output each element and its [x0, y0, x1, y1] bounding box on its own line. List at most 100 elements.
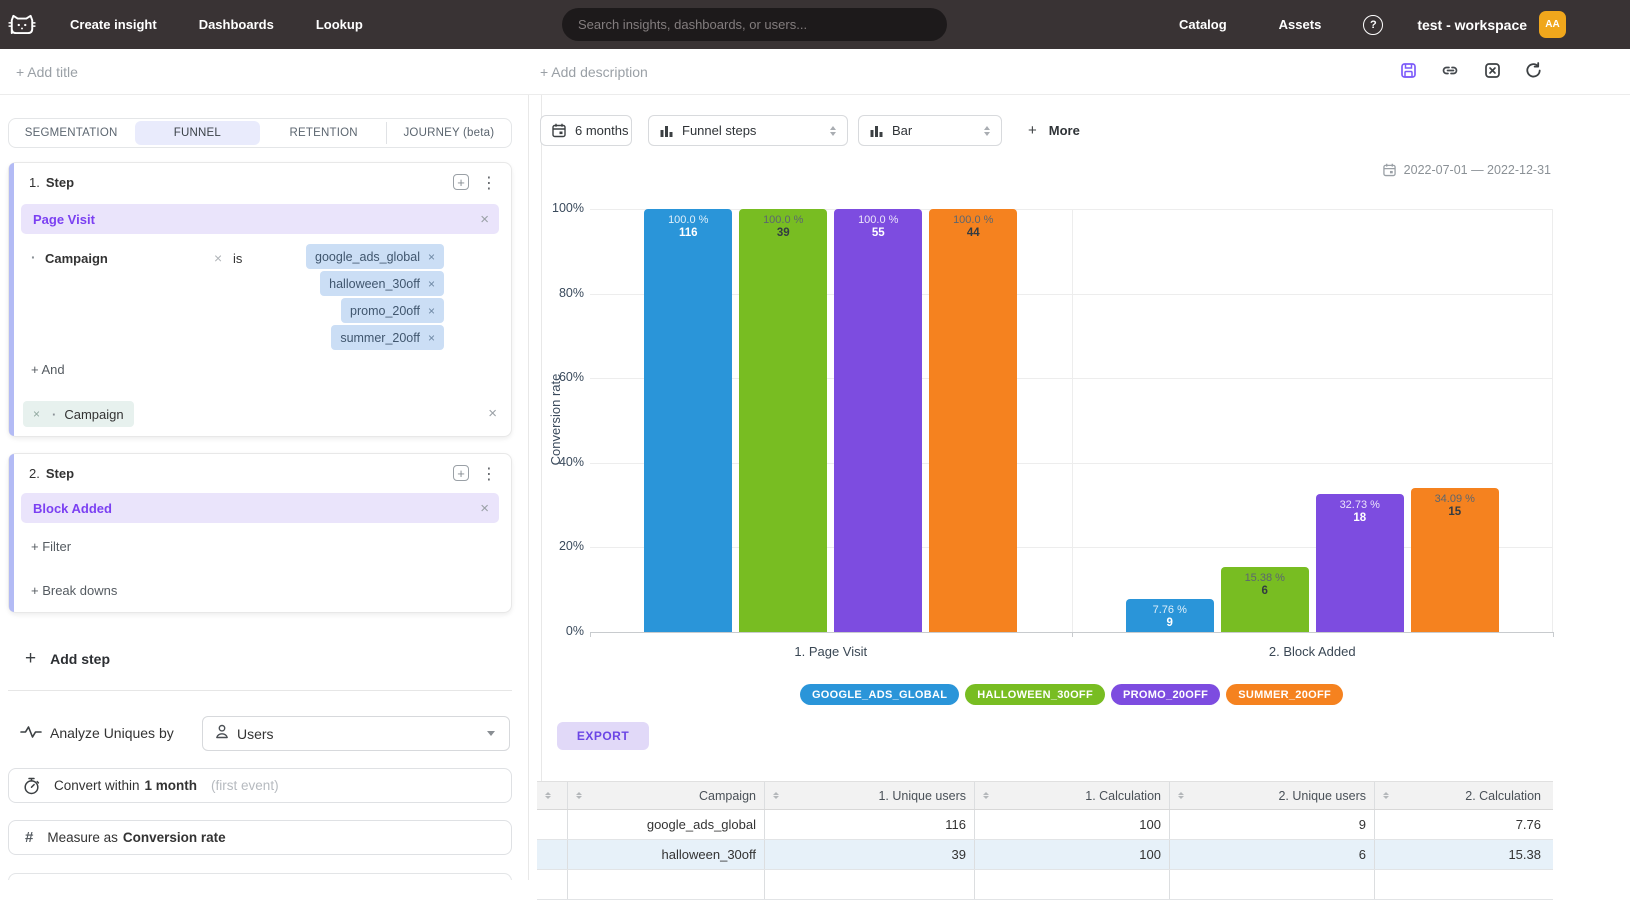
save-icon[interactable]	[1400, 62, 1417, 79]
date-range-text: 2022-07-01 — 2022-12-31	[1403, 163, 1551, 177]
add-and-condition-link[interactable]: + And	[31, 362, 65, 377]
topbar-right: Catalog Assets ? test - workspace AA	[1179, 0, 1567, 49]
additional-setting-box[interactable]	[8, 873, 512, 880]
step-1-event-row: Page Visit ×	[21, 204, 499, 234]
remove-tag-icon[interactable]: ×	[427, 330, 435, 345]
filter-value-tag-summer-20off[interactable]: summer_20off ×	[331, 325, 444, 350]
table-header-campaign[interactable]: Campaign	[568, 782, 765, 809]
workspace-name[interactable]: test - workspace	[1417, 16, 1528, 33]
clear-icon[interactable]	[1484, 62, 1501, 79]
calendar-icon	[1382, 163, 1396, 177]
add-in-step-icon[interactable]: +	[453, 174, 469, 190]
filter-operator[interactable]: is	[233, 251, 243, 266]
copy-link-icon[interactable]	[1441, 62, 1460, 79]
tab-journey-beta[interactable]: JOURNEY (beta)	[403, 127, 495, 139]
remove-tag-icon[interactable]: ×	[427, 303, 435, 318]
tag-label: promo_20off	[350, 303, 420, 318]
export-button[interactable]: EXPORT	[557, 722, 649, 750]
date-range-button[interactable]: 6 months	[540, 115, 632, 146]
display-mode-select[interactable]: Funnel steps	[648, 115, 848, 146]
bar-percent-label: 100.0 %	[668, 214, 709, 226]
sort-icon	[1178, 792, 1184, 799]
add-in-step-icon[interactable]: +	[453, 465, 469, 481]
step-1-title: Step	[45, 175, 75, 190]
refresh-icon[interactable]	[1525, 62, 1542, 79]
remove-filter-icon[interactable]: ×	[214, 250, 223, 266]
table-header-row-select[interactable]	[537, 782, 568, 809]
bar-chart-icon	[660, 124, 673, 137]
table-header-2-unique-users[interactable]: 2. Unique users	[1170, 782, 1375, 809]
convert-within-label: Convert within	[54, 778, 140, 793]
breakdown-chip[interactable]: × · Campaign	[23, 401, 134, 427]
tab-divider	[385, 122, 387, 144]
step-2-title: Step	[45, 466, 75, 481]
search-input[interactable]	[562, 8, 947, 41]
remove-tag-icon[interactable]: ×	[427, 276, 435, 291]
help-icon[interactable]: ?	[1363, 14, 1384, 35]
table-header-row: Campaign 1. Unique users 1. Calculation 2. …	[537, 781, 1553, 810]
filter-value-tag-halloween-30off[interactable]: halloween_30off ×	[320, 271, 444, 296]
bar-promo-20off-2-block-added: 32.73 % 18	[1315, 493, 1404, 632]
step-2-menu-icon[interactable]: ⋮	[481, 466, 497, 483]
table-header-2-calculation[interactable]: 2. Calculation	[1375, 782, 1549, 809]
x-axis-tick	[1071, 632, 1073, 637]
table-cell: 39	[765, 840, 975, 869]
bar-summer-20off-2-block-added: 34.09 % 15	[1410, 487, 1499, 632]
gridline	[1071, 209, 1073, 632]
tab-retention[interactable]: RETENTION	[289, 127, 358, 139]
remove-breakdown-icon[interactable]: ×	[33, 407, 41, 421]
remove-breakdown-row-icon[interactable]: ×	[488, 405, 497, 422]
add-title-button[interactable]: + Add title	[16, 64, 78, 80]
tab-segmentation[interactable]: SEGMENTATION	[24, 127, 118, 139]
bar-count-label: 6	[1261, 584, 1268, 597]
first-event-hint: (first event)	[211, 778, 279, 793]
avatar[interactable]: AA	[1539, 11, 1567, 38]
remove-event-icon[interactable]: ×	[480, 210, 489, 228]
filter-property-name[interactable]: Campaign	[45, 251, 108, 266]
stopwatch-icon	[23, 777, 40, 795]
sort-icon	[773, 792, 779, 799]
tab-funnel[interactable]: FUNNEL	[135, 121, 260, 145]
add-step-button[interactable]: + Add step	[0, 648, 110, 670]
add-description-button[interactable]: + Add description	[540, 64, 648, 80]
sort-icon	[983, 792, 989, 799]
step-1-menu-icon[interactable]: ⋮	[481, 175, 497, 192]
plus-icon: +	[25, 648, 37, 669]
add-breakdowns-link[interactable]: + Break downs	[31, 583, 118, 598]
remove-tag-icon[interactable]: ×	[427, 249, 435, 264]
filter-value-tag-google-ads-global[interactable]: google_ads_global ×	[306, 244, 444, 269]
step-2-event-name[interactable]: Block Added	[33, 500, 112, 516]
y-tick-label: 80%	[558, 285, 584, 300]
chart-type-select[interactable]: Bar	[858, 115, 1002, 146]
calendar-icon	[552, 123, 566, 138]
sort-icon	[545, 792, 551, 799]
add-filter-link[interactable]: + Filter	[31, 539, 72, 554]
waveform-icon	[20, 724, 42, 745]
nav-item-catalog[interactable]: Catalog	[1179, 17, 1227, 32]
bar-chart-icon	[870, 124, 883, 137]
conversion-window-setting[interactable]: Convert within 1 month (first event)	[8, 768, 512, 803]
breakdown-name: Campaign	[64, 406, 124, 422]
step-1-event-name[interactable]: Page Visit	[33, 211, 95, 227]
app-logo-cat-icon[interactable]	[8, 13, 36, 37]
analyze-entity-select[interactable]: Users	[202, 716, 510, 751]
filter-value-tag-promo-20off[interactable]: promo_20off ×	[341, 298, 444, 323]
table-header-1-calculation[interactable]: 1. Calculation	[975, 782, 1170, 809]
table-cell	[1375, 870, 1549, 899]
bar-percent-label: 34.09 %	[1434, 492, 1475, 505]
table-header-1-unique-users[interactable]: 1. Unique users	[765, 782, 975, 809]
nav-item-lookup[interactable]: Lookup	[315, 17, 363, 32]
insight-actions	[1400, 62, 1542, 79]
measure-as-setting[interactable]: # Measure as Conversion rate	[8, 820, 512, 855]
more-options-button[interactable]: + More	[1028, 115, 1080, 146]
header-label: Campaign	[699, 788, 756, 803]
nav-item-dashboards[interactable]: Dashboards	[198, 17, 274, 32]
funnel-step-2-card: 2. Step + ⋮ Block Added × + Filter + Brea…	[8, 453, 512, 613]
panel-divider	[8, 690, 512, 691]
remove-event-icon[interactable]: ×	[480, 499, 489, 517]
bar-count-label: 39	[776, 227, 790, 239]
y-tick-label: 100%	[552, 201, 584, 215]
nav-item-assets[interactable]: Assets	[1278, 17, 1322, 32]
nav-item-create-insight[interactable]: Create insight	[70, 17, 157, 32]
chart-type-value: Bar	[892, 123, 913, 138]
